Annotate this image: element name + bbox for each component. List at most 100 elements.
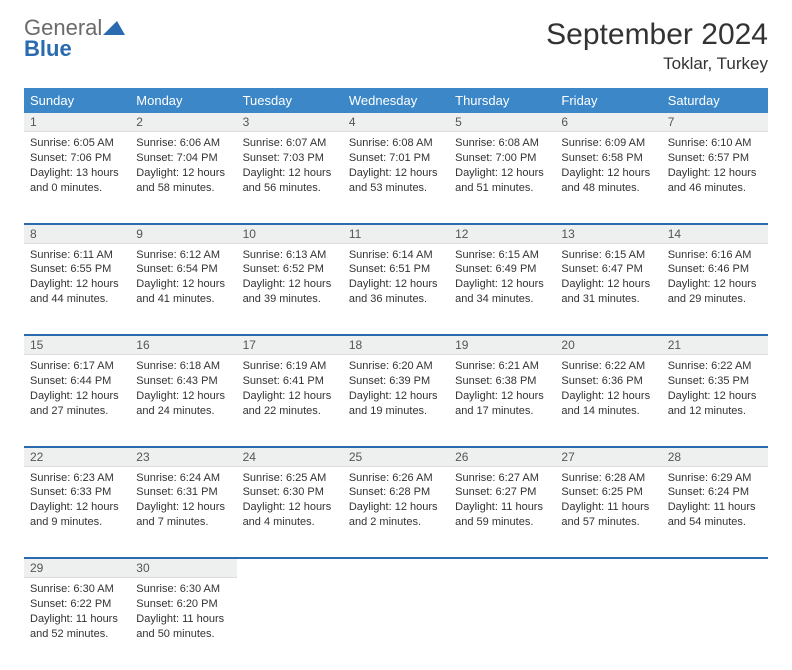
daylight-text: Daylight: 12 hours and 51 minutes. — [455, 166, 549, 196]
day-cell: Sunrise: 6:30 AMSunset: 6:20 PMDaylight:… — [130, 578, 236, 670]
sunset-text: Sunset: 6:44 PM — [30, 374, 124, 389]
triangle-icon — [103, 19, 125, 35]
sunset-text: Sunset: 6:25 PM — [561, 485, 655, 500]
daylight-text: Daylight: 12 hours and 9 minutes. — [30, 500, 124, 530]
day-number — [237, 559, 343, 578]
day-cell: Sunrise: 6:13 AMSunset: 6:52 PMDaylight:… — [237, 243, 343, 335]
day-number: 8 — [24, 225, 130, 244]
day-cell: Sunrise: 6:07 AMSunset: 7:03 PMDaylight:… — [237, 132, 343, 224]
sunset-text: Sunset: 6:33 PM — [30, 485, 124, 500]
sunset-text: Sunset: 7:06 PM — [30, 151, 124, 166]
day-cell: Sunrise: 6:09 AMSunset: 6:58 PMDaylight:… — [555, 132, 661, 224]
day-number: 28 — [662, 448, 768, 467]
day-number: 7 — [662, 113, 768, 132]
sunrise-text: Sunrise: 6:09 AM — [561, 136, 655, 151]
sunrise-text: Sunrise: 6:19 AM — [243, 359, 337, 374]
day-cell: Sunrise: 6:05 AMSunset: 7:06 PMDaylight:… — [24, 132, 130, 224]
sunrise-text: Sunrise: 6:11 AM — [30, 248, 124, 263]
day-cell: Sunrise: 6:08 AMSunset: 7:01 PMDaylight:… — [343, 132, 449, 224]
day-cell: Sunrise: 6:24 AMSunset: 6:31 PMDaylight:… — [130, 466, 236, 558]
day-number: 6 — [555, 113, 661, 132]
daylight-text: Daylight: 12 hours and 44 minutes. — [30, 277, 124, 307]
weekday-header: Friday — [555, 88, 661, 113]
sunrise-text: Sunrise: 6:08 AM — [349, 136, 443, 151]
daylight-text: Daylight: 12 hours and 46 minutes. — [668, 166, 762, 196]
day-number: 21 — [662, 336, 768, 355]
daylight-text: Daylight: 11 hours and 57 minutes. — [561, 500, 655, 530]
calendar-table: SundayMondayTuesdayWednesdayThursdayFrid… — [24, 88, 768, 670]
day-cell: Sunrise: 6:10 AMSunset: 6:57 PMDaylight:… — [662, 132, 768, 224]
day-number — [555, 559, 661, 578]
sunrise-text: Sunrise: 6:22 AM — [561, 359, 655, 374]
day-cell: Sunrise: 6:30 AMSunset: 6:22 PMDaylight:… — [24, 578, 130, 670]
day-cell: Sunrise: 6:28 AMSunset: 6:25 PMDaylight:… — [555, 466, 661, 558]
day-cell: Sunrise: 6:22 AMSunset: 6:35 PMDaylight:… — [662, 355, 768, 447]
day-number: 12 — [449, 225, 555, 244]
day-number: 19 — [449, 336, 555, 355]
weekday-header: Sunday — [24, 88, 130, 113]
day-cell: Sunrise: 6:22 AMSunset: 6:36 PMDaylight:… — [555, 355, 661, 447]
day-cell: Sunrise: 6:06 AMSunset: 7:04 PMDaylight:… — [130, 132, 236, 224]
day-number: 26 — [449, 448, 555, 467]
day-number: 15 — [24, 336, 130, 355]
day-number: 9 — [130, 225, 236, 244]
day-cell: Sunrise: 6:15 AMSunset: 6:47 PMDaylight:… — [555, 243, 661, 335]
day-cell — [662, 578, 768, 670]
weekday-header: Tuesday — [237, 88, 343, 113]
day-number: 17 — [237, 336, 343, 355]
day-number: 27 — [555, 448, 661, 467]
sunrise-text: Sunrise: 6:12 AM — [136, 248, 230, 263]
sunrise-text: Sunrise: 6:14 AM — [349, 248, 443, 263]
sunrise-text: Sunrise: 6:18 AM — [136, 359, 230, 374]
sunset-text: Sunset: 6:58 PM — [561, 151, 655, 166]
daylight-text: Daylight: 11 hours and 54 minutes. — [668, 500, 762, 530]
sunset-text: Sunset: 6:51 PM — [349, 262, 443, 277]
day-number: 23 — [130, 448, 236, 467]
sunset-text: Sunset: 7:01 PM — [349, 151, 443, 166]
daynum-row: 22232425262728 — [24, 448, 768, 467]
daylight-text: Daylight: 12 hours and 41 minutes. — [136, 277, 230, 307]
daynum-row: 2930 — [24, 559, 768, 578]
day-cell: Sunrise: 6:25 AMSunset: 6:30 PMDaylight:… — [237, 466, 343, 558]
sunset-text: Sunset: 6:38 PM — [455, 374, 549, 389]
daylight-text: Daylight: 12 hours and 34 minutes. — [455, 277, 549, 307]
sunset-text: Sunset: 6:36 PM — [561, 374, 655, 389]
sunrise-text: Sunrise: 6:30 AM — [136, 582, 230, 597]
sunset-text: Sunset: 6:27 PM — [455, 485, 549, 500]
daylight-text: Daylight: 11 hours and 52 minutes. — [30, 612, 124, 642]
daylight-text: Daylight: 12 hours and 22 minutes. — [243, 389, 337, 419]
daylight-text: Daylight: 11 hours and 59 minutes. — [455, 500, 549, 530]
day-cell — [555, 578, 661, 670]
week-row: Sunrise: 6:23 AMSunset: 6:33 PMDaylight:… — [24, 466, 768, 558]
sunrise-text: Sunrise: 6:26 AM — [349, 471, 443, 486]
sunset-text: Sunset: 6:43 PM — [136, 374, 230, 389]
sunrise-text: Sunrise: 6:25 AM — [243, 471, 337, 486]
week-row: Sunrise: 6:05 AMSunset: 7:06 PM Daylight:… — [24, 132, 768, 224]
location: Toklar, Turkey — [546, 54, 768, 74]
day-cell: Sunrise: 6:20 AMSunset: 6:39 PMDaylight:… — [343, 355, 449, 447]
day-cell: Sunrise: 6:23 AMSunset: 6:33 PMDaylight:… — [24, 466, 130, 558]
day-cell — [343, 578, 449, 670]
daylight-text: Daylight: 12 hours and 58 minutes. — [136, 166, 230, 196]
weekday-header: Thursday — [449, 88, 555, 113]
day-cell — [237, 578, 343, 670]
day-cell: Sunrise: 6:18 AMSunset: 6:43 PMDaylight:… — [130, 355, 236, 447]
day-number: 4 — [343, 113, 449, 132]
sunrise-text: Sunrise: 6:05 AM — [30, 136, 124, 151]
daylight-text: Daylight: 12 hours and 27 minutes. — [30, 389, 124, 419]
day-cell: Sunrise: 6:15 AMSunset: 6:49 PMDaylight:… — [449, 243, 555, 335]
day-cell: Sunrise: 6:08 AMSunset: 7:00 PMDaylight:… — [449, 132, 555, 224]
daynum-row: 1234567 — [24, 113, 768, 132]
daylight-text: Daylight: 12 hours and 17 minutes. — [455, 389, 549, 419]
day-cell: Sunrise: 6:12 AMSunset: 6:54 PMDaylight:… — [130, 243, 236, 335]
sunset-text: Sunset: 7:00 PM — [455, 151, 549, 166]
daylight-text: Daylight: 12 hours and 39 minutes. — [243, 277, 337, 307]
sunset-text: Sunset: 6:20 PM — [136, 597, 230, 612]
week-row: Sunrise: 6:17 AMSunset: 6:44 PMDaylight:… — [24, 355, 768, 447]
sunrise-text: Sunrise: 6:20 AM — [349, 359, 443, 374]
day-number: 3 — [237, 113, 343, 132]
sunrise-text: Sunrise: 6:16 AM — [668, 248, 762, 263]
day-number: 10 — [237, 225, 343, 244]
daylight-text: Daylight: 12 hours and 24 minutes. — [136, 389, 230, 419]
day-cell: Sunrise: 6:16 AMSunset: 6:46 PMDaylight:… — [662, 243, 768, 335]
